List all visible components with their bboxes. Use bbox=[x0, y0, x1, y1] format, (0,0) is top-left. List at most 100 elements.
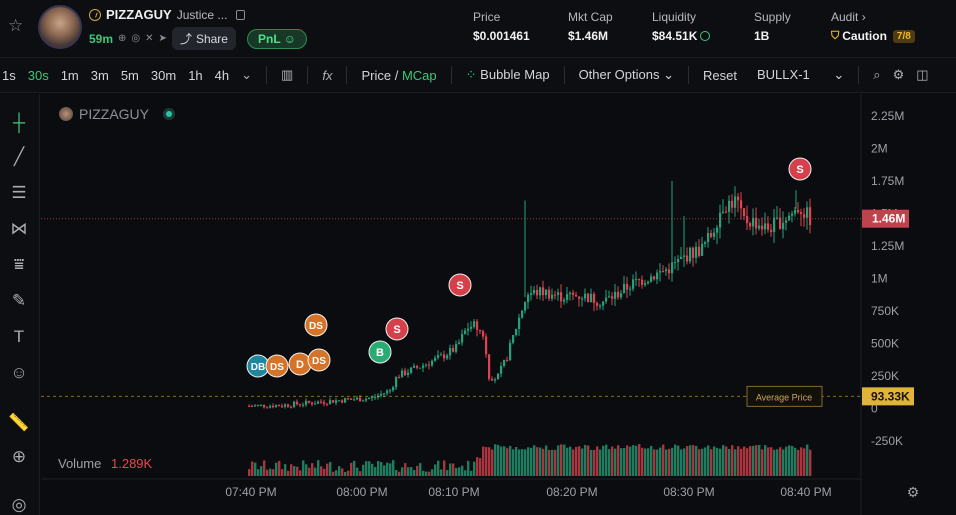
candle-body bbox=[413, 365, 416, 368]
volume-bar bbox=[806, 444, 809, 476]
volume-bar bbox=[632, 445, 635, 476]
volume-bar bbox=[782, 449, 785, 476]
price-mcap-toggle[interactable]: Price / MCap bbox=[355, 68, 442, 83]
copy-icon[interactable] bbox=[236, 9, 246, 20]
interval-5m[interactable]: 5m bbox=[120, 67, 139, 83]
candle-body bbox=[299, 404, 302, 406]
volume-bar bbox=[494, 444, 497, 476]
crosshair-icon[interactable]: ┼ bbox=[12, 113, 26, 132]
candlestick-chart-svg[interactable]: 2.25M2M1.75M1.5M1.25M1M750K500K250K0-250… bbox=[41, 94, 956, 515]
candle-body bbox=[719, 212, 722, 228]
bubble-map-button[interactable]: ⁘ Bubble Map bbox=[460, 67, 556, 83]
brush-icon[interactable]: ✎ bbox=[11, 291, 27, 310]
price-chart[interactable]: 2.25M2M1.75M1.5M1.25M1M750K500K250K0-250… bbox=[41, 94, 956, 515]
share-label: Share bbox=[195, 31, 228, 46]
interval-4h[interactable]: 4h bbox=[214, 67, 230, 83]
interval-1s[interactable]: 1s bbox=[2, 67, 16, 83]
volume-bar bbox=[590, 449, 593, 476]
favorite-star-icon[interactable]: ☆ bbox=[8, 16, 24, 35]
candle-body bbox=[530, 293, 533, 295]
fib-tool-icon[interactable]: ⩸ bbox=[13, 255, 25, 274]
volume-bar bbox=[392, 460, 395, 476]
other-options-dropdown[interactable]: Other Options ⌄ bbox=[573, 67, 680, 83]
x-social-icon[interactable]: ✕ bbox=[145, 33, 154, 44]
volume-bar bbox=[602, 445, 605, 476]
volume-bar bbox=[248, 469, 251, 476]
volume-bar bbox=[638, 444, 641, 476]
y-tick-label: 2.25M bbox=[871, 109, 904, 123]
text-tool-icon[interactable]: T bbox=[13, 327, 25, 346]
volume-bar bbox=[407, 467, 410, 476]
candle-body bbox=[425, 364, 428, 366]
candle-body bbox=[773, 217, 776, 232]
candle-body bbox=[713, 232, 716, 237]
volume-bar bbox=[680, 449, 683, 476]
toolbar-divider bbox=[450, 66, 452, 84]
candle-body bbox=[356, 397, 359, 400]
mcap-toggle-label: MCap bbox=[401, 67, 437, 83]
volume-bar bbox=[413, 470, 416, 476]
reset-button[interactable]: Reset bbox=[703, 67, 737, 83]
interval-30s[interactable]: 30s bbox=[27, 67, 49, 83]
candle-body bbox=[296, 401, 299, 405]
candle-body bbox=[794, 209, 797, 214]
candle-body bbox=[368, 398, 371, 400]
ruler-icon[interactable]: 📏 bbox=[8, 413, 30, 432]
zoom-in-icon[interactable]: ⊕ bbox=[11, 447, 27, 466]
volume-bar bbox=[395, 469, 398, 476]
volume-bar bbox=[653, 449, 656, 476]
trendline-icon[interactable]: ╱ bbox=[13, 147, 25, 166]
interval-1m[interactable]: 1m bbox=[60, 67, 79, 83]
pattern-tool-icon[interactable]: ⋈ bbox=[10, 219, 28, 238]
candle-body bbox=[494, 379, 497, 381]
magnet-icon[interactable]: ◎ bbox=[11, 495, 27, 514]
volume-bar bbox=[530, 447, 533, 476]
candle-type-icon[interactable]: ▥ bbox=[281, 67, 294, 82]
pump-icon[interactable]: ⊕ bbox=[118, 33, 127, 44]
candle-body bbox=[749, 223, 752, 227]
interval-dropdown-icon[interactable]: ⌄ bbox=[241, 67, 253, 82]
interval-30m[interactable]: 30m bbox=[150, 67, 177, 83]
volume-value: 1.289K bbox=[111, 456, 153, 471]
indicators-fx-icon[interactable]: fx bbox=[322, 67, 333, 83]
layout-select[interactable]: BULLX-1 ⌄ bbox=[751, 67, 850, 83]
volume-bar bbox=[593, 449, 596, 476]
coin-icon bbox=[89, 8, 101, 21]
pnl-label: PnL bbox=[257, 31, 281, 46]
globe-icon[interactable]: ◎ bbox=[131, 33, 141, 44]
volume-bar bbox=[308, 467, 311, 476]
candle-body bbox=[419, 367, 422, 369]
volume-bar bbox=[401, 467, 404, 476]
candle-body bbox=[506, 359, 509, 361]
volume-bar bbox=[368, 461, 371, 476]
candle-body bbox=[677, 259, 680, 263]
share-button[interactable]: ⤴ Share bbox=[171, 27, 236, 50]
emoji-icon[interactable]: ☺ bbox=[10, 363, 28, 382]
pnl-button[interactable]: PnL ☺ bbox=[246, 28, 308, 49]
candle-body bbox=[389, 390, 392, 392]
volume-bar bbox=[251, 461, 254, 476]
candle-body bbox=[266, 407, 269, 409]
horizontal-lines-icon[interactable]: ☰ bbox=[11, 183, 27, 202]
volume-bar bbox=[254, 462, 257, 476]
interval-3m[interactable]: 3m bbox=[90, 67, 109, 83]
candle-body bbox=[395, 376, 398, 388]
candle-body bbox=[731, 200, 734, 208]
volume-bar bbox=[389, 463, 392, 476]
candle-body bbox=[248, 405, 251, 407]
volume-bar bbox=[716, 447, 719, 476]
zoom-search-icon[interactable]: ⌕ bbox=[873, 67, 881, 82]
audit-section[interactable]: Audit › ⛉ Caution 7/8 bbox=[831, 10, 915, 43]
camera-icon[interactable]: ◫ bbox=[916, 67, 929, 82]
settings-gear-icon[interactable]: ⚙ bbox=[892, 67, 905, 82]
token-avatar[interactable] bbox=[38, 5, 82, 49]
x-tick-label: 08:10 PM bbox=[428, 485, 479, 499]
volume-bar bbox=[440, 469, 443, 476]
trade-marker-label: D bbox=[296, 359, 304, 371]
interval-1h[interactable]: 1h bbox=[188, 67, 203, 83]
candle-body bbox=[524, 302, 527, 311]
y-tick-label: 1M bbox=[871, 272, 888, 286]
volume-bar bbox=[599, 449, 602, 476]
telegram-icon[interactable]: ➤ bbox=[158, 33, 167, 44]
volume-bar bbox=[575, 446, 578, 476]
